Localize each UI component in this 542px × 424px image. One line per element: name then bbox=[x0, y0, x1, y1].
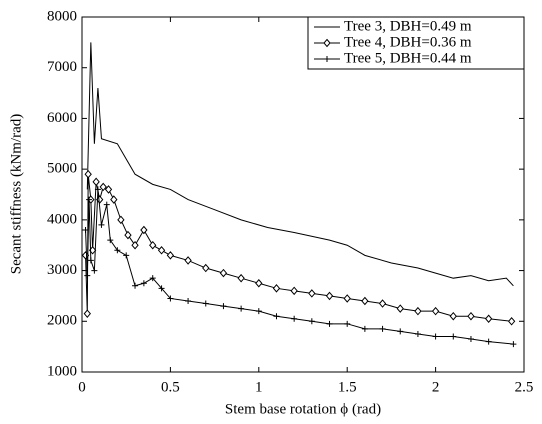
marker bbox=[237, 273, 245, 283]
marker bbox=[114, 247, 121, 254]
marker bbox=[131, 240, 139, 250]
marker bbox=[449, 311, 457, 321]
legend-label: Tree 3, DBH=0.49 m bbox=[344, 18, 472, 34]
marker bbox=[140, 225, 148, 235]
marker bbox=[124, 230, 132, 240]
marker bbox=[110, 195, 118, 204]
marker bbox=[87, 257, 94, 264]
marker bbox=[149, 275, 156, 282]
marker bbox=[140, 280, 147, 287]
marker bbox=[99, 182, 107, 192]
marker bbox=[344, 320, 351, 327]
plot-frame bbox=[81, 16, 525, 373]
marker bbox=[149, 240, 157, 250]
marker bbox=[84, 272, 91, 279]
marker bbox=[86, 196, 93, 203]
x-tick-label: 1.5 bbox=[338, 379, 357, 395]
marker bbox=[308, 289, 316, 298]
marker bbox=[202, 263, 210, 273]
marker bbox=[83, 309, 91, 318]
marker bbox=[467, 336, 474, 343]
legend-box bbox=[307, 16, 525, 70]
marker bbox=[324, 56, 330, 62]
marker bbox=[484, 314, 493, 324]
marker bbox=[467, 311, 475, 321]
marker bbox=[378, 299, 387, 308]
marker bbox=[219, 268, 228, 278]
x-tick-label: 0.5 bbox=[161, 379, 180, 395]
marker bbox=[98, 221, 105, 228]
marker bbox=[343, 294, 351, 303]
series-line bbox=[85, 189, 514, 345]
marker bbox=[431, 306, 440, 316]
marker bbox=[123, 252, 130, 259]
marker bbox=[485, 338, 492, 345]
marker bbox=[167, 295, 174, 302]
marker bbox=[379, 325, 386, 332]
marker bbox=[220, 303, 227, 310]
y-tick-label: 5000 bbox=[47, 161, 77, 177]
marker bbox=[397, 328, 404, 335]
marker bbox=[507, 317, 516, 326]
marker bbox=[107, 237, 114, 244]
marker bbox=[82, 227, 89, 233]
marker bbox=[104, 185, 113, 194]
y-tick-label: 8000 bbox=[47, 8, 77, 24]
marker bbox=[185, 298, 192, 304]
marker bbox=[117, 215, 125, 225]
marker bbox=[326, 320, 333, 327]
marker bbox=[361, 296, 369, 306]
marker bbox=[202, 300, 209, 307]
marker bbox=[450, 333, 457, 340]
marker bbox=[272, 284, 281, 293]
marker bbox=[84, 169, 92, 179]
marker bbox=[255, 308, 262, 315]
marker bbox=[103, 201, 110, 208]
series-line bbox=[85, 174, 512, 322]
x-tick-label: 0 bbox=[78, 379, 86, 395]
legend-label: Tree 4, DBH=0.36 m bbox=[344, 34, 472, 50]
marker bbox=[325, 291, 334, 301]
x-tick-label: 2.5 bbox=[515, 379, 534, 395]
marker bbox=[323, 38, 331, 48]
marker bbox=[238, 305, 245, 312]
marker bbox=[92, 177, 100, 187]
legend-label: Tree 5, DBH=0.44 m bbox=[344, 50, 472, 66]
marker bbox=[432, 333, 439, 340]
x-axis-label: Stem base rotation ϕ (rad) bbox=[225, 401, 381, 417]
y-tick-label: 2000 bbox=[47, 313, 77, 329]
marker bbox=[91, 267, 98, 274]
marker bbox=[166, 251, 175, 260]
y-tick-label: 4000 bbox=[47, 211, 77, 227]
marker bbox=[414, 306, 422, 316]
marker bbox=[184, 256, 192, 265]
marker bbox=[291, 315, 298, 322]
x-tick-label: 2 bbox=[432, 379, 440, 395]
y-tick-label: 7000 bbox=[47, 59, 77, 75]
marker bbox=[414, 330, 421, 337]
y-tick-label: 6000 bbox=[47, 110, 77, 126]
y-tick-label: 3000 bbox=[47, 262, 77, 278]
marker bbox=[132, 282, 139, 289]
marker bbox=[396, 304, 404, 313]
series-line bbox=[86, 42, 514, 287]
marker bbox=[255, 278, 263, 288]
marker bbox=[510, 341, 517, 348]
y-axis-label: Secant stiffness (kNm/rad) bbox=[8, 114, 24, 275]
y-tick-label: 1000 bbox=[47, 363, 77, 379]
x-tick-label: 1 bbox=[255, 379, 263, 395]
marker bbox=[290, 286, 298, 296]
marker bbox=[308, 318, 315, 325]
marker bbox=[273, 313, 280, 320]
marker bbox=[158, 285, 165, 292]
marker bbox=[94, 186, 101, 193]
marker bbox=[157, 246, 166, 255]
marker bbox=[361, 325, 368, 332]
